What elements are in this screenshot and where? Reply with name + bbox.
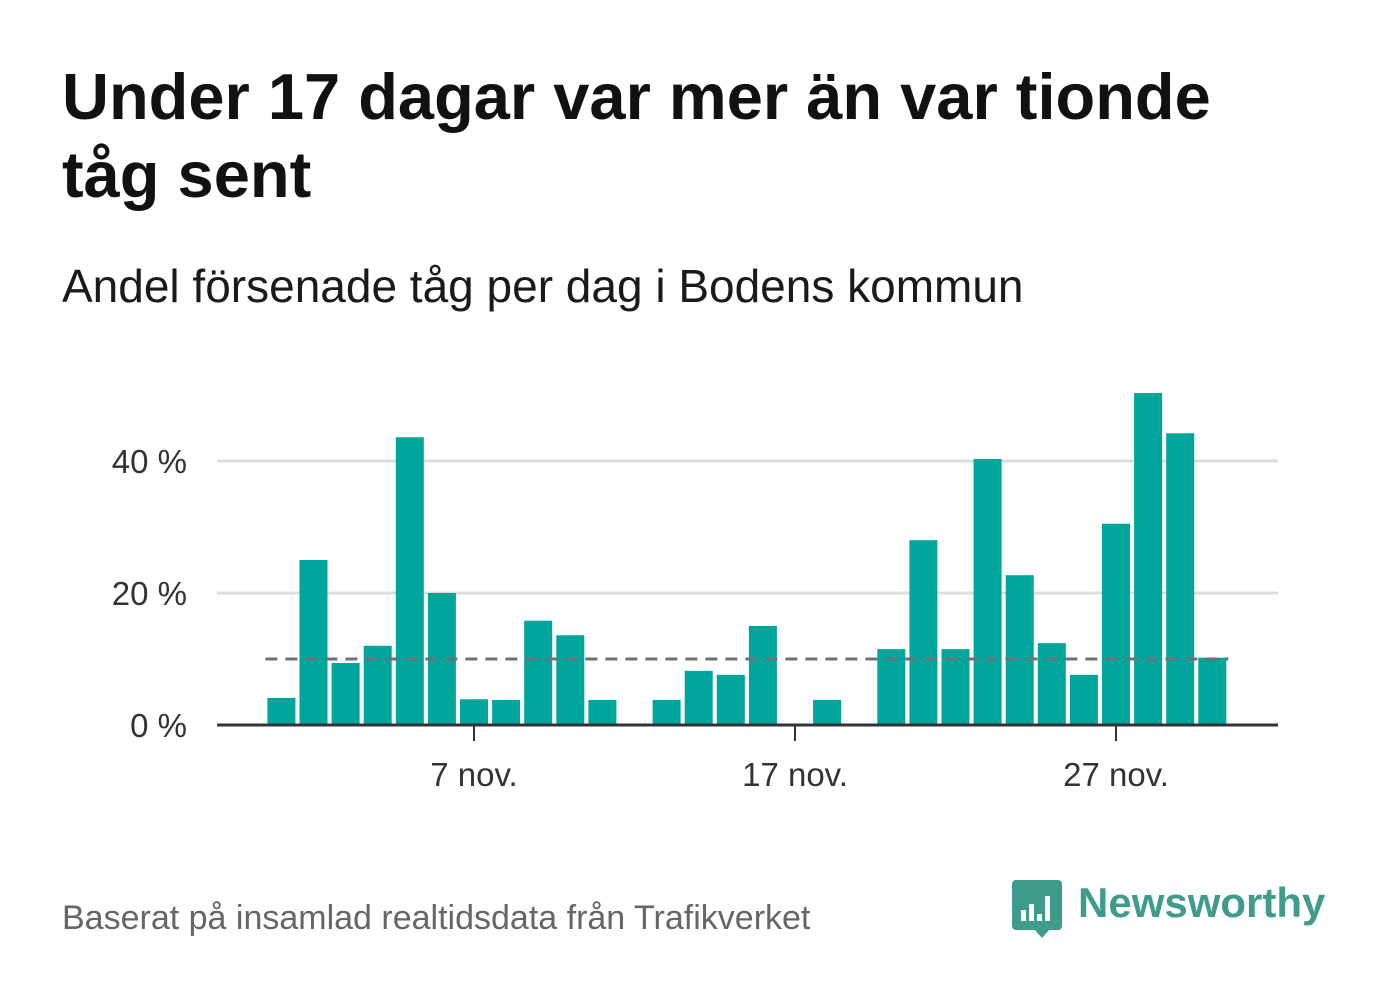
chart-title: Under 17 dagar var mer än var tionde tåg… [62, 60, 1211, 211]
bar [1069, 674, 1098, 725]
logo-text: Newsworthy [1078, 879, 1326, 926]
bar-chart-svg: 0 % 20 % 40 % 7 nov. 17 nov. 27 nov. [112, 393, 1278, 793]
bar [460, 699, 488, 725]
bar [556, 635, 585, 725]
bar [331, 662, 360, 725]
bar [748, 626, 777, 725]
source-note: Baserat på insamlad realtidsdata från Tr… [62, 899, 811, 937]
bar [299, 560, 328, 725]
bar [395, 437, 424, 725]
bar [973, 459, 1002, 725]
bar [588, 699, 617, 725]
x-tick-label: 27 nov. [1063, 756, 1169, 793]
y-tick-label: 0 % [130, 707, 187, 744]
bar [1037, 643, 1066, 725]
chart-subtitle: Andel försenade tåg per dag i Bodens kom… [62, 260, 1024, 312]
bar [716, 674, 745, 725]
bar [652, 699, 681, 725]
bar [813, 699, 842, 725]
bar [909, 540, 938, 725]
bar [267, 697, 296, 725]
bar-chart-speech-bubble-icon [1012, 880, 1062, 938]
bar [877, 649, 906, 725]
x-tick-label: 7 nov. [430, 756, 517, 793]
bar-chart: 0 % 20 % 40 % 7 nov. 17 nov. 27 nov. [0, 360, 1382, 820]
x-tick-label: 17 nov. [742, 756, 848, 793]
bar [1005, 575, 1034, 725]
y-tick-label: 20 % [112, 575, 187, 612]
bar [1198, 657, 1227, 725]
newsworthy-logo: Newsworthy [1010, 876, 1350, 942]
bar [1166, 433, 1195, 725]
y-tick-label: 40 % [112, 443, 187, 480]
bar [1102, 523, 1130, 725]
bar [492, 699, 521, 725]
bar [941, 649, 970, 725]
bar [1134, 393, 1163, 725]
bar [524, 620, 553, 725]
bar [684, 670, 713, 725]
